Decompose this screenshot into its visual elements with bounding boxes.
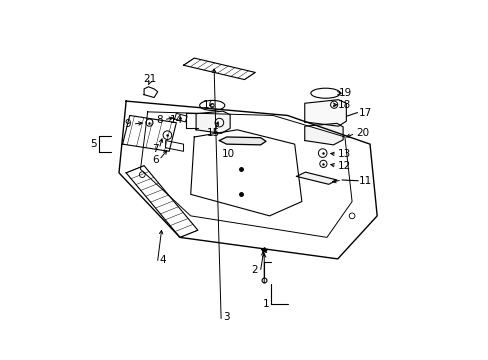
Text: 12: 12	[337, 161, 350, 171]
Polygon shape	[304, 100, 346, 126]
Text: 11: 11	[359, 176, 372, 186]
Polygon shape	[219, 137, 265, 145]
Text: 13: 13	[337, 149, 350, 159]
Text: 21: 21	[143, 74, 156, 84]
Text: 10: 10	[222, 149, 234, 159]
Text: 6: 6	[152, 155, 159, 165]
Text: 20: 20	[356, 129, 369, 138]
Text: 9: 9	[124, 119, 131, 129]
Text: 3: 3	[223, 312, 229, 322]
Text: 18: 18	[337, 100, 350, 110]
Text: 19: 19	[338, 88, 351, 98]
Text: 7: 7	[152, 144, 159, 154]
Polygon shape	[196, 111, 230, 134]
Text: 17: 17	[358, 108, 371, 118]
Text: 8: 8	[156, 115, 163, 125]
Text: 14: 14	[170, 116, 183, 126]
Text: 16: 16	[203, 100, 216, 111]
Text: 4: 4	[159, 255, 165, 265]
Polygon shape	[304, 123, 343, 145]
Text: 1: 1	[263, 299, 269, 309]
Text: 5: 5	[90, 139, 97, 149]
Polygon shape	[296, 172, 336, 184]
Text: 2: 2	[251, 265, 257, 275]
Text: 15: 15	[206, 129, 220, 138]
